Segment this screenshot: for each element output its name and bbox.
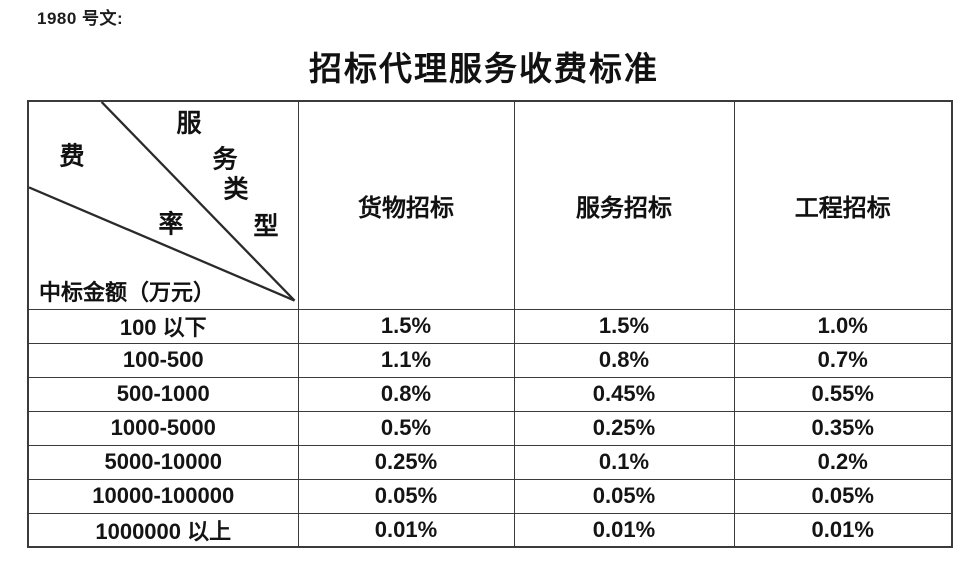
rate-cell: 0.05% xyxy=(513,478,735,514)
column-header-goods: 货物招标 xyxy=(297,100,515,310)
rate-cell: 0.8% xyxy=(297,376,515,412)
doc-ref-label: 1980 号文: xyxy=(37,9,124,28)
rate-cell: 0.05% xyxy=(733,478,953,514)
table-row: 10000-100000 0.05% 0.05% 0.05% xyxy=(27,478,953,514)
rate-cell: 0.1% xyxy=(513,444,735,480)
rate-cell: 0.7% xyxy=(733,342,953,378)
rate-cell: 1.5% xyxy=(513,308,735,344)
rate-cell: 1.5% xyxy=(297,308,515,344)
rate-cell: 0.8% xyxy=(513,342,735,378)
rate-cell: 0.2% xyxy=(733,444,953,480)
table-row: 5000-10000 0.25% 0.1% 0.2% xyxy=(27,444,953,480)
column-header-service: 服务招标 xyxy=(513,100,735,310)
rate-cell: 1.1% xyxy=(297,342,515,378)
column-header-engineering: 工程招标 xyxy=(733,100,953,310)
amount-range-cell: 10000-100000 xyxy=(27,478,299,514)
rate-cell: 0.01% xyxy=(297,512,515,548)
diagonal-line-lower xyxy=(29,186,295,302)
rate-cell: 0.35% xyxy=(733,410,953,446)
table-row: 500-1000 0.8% 0.45% 0.55% xyxy=(27,376,953,412)
corner-label-rate: 率 xyxy=(158,211,184,239)
page-title: 招标代理服务收费标准 xyxy=(309,52,659,88)
amount-range-cell: 1000000 以上 xyxy=(27,512,299,548)
corner-label-service-char-4: 型 xyxy=(253,213,279,241)
rate-cell: 0.01% xyxy=(733,512,953,548)
rate-cell: 0.5% xyxy=(297,410,515,446)
fee-standard-table: 服 务 类 型 费 率 中标金额（万元） 货物招标 服务招标 工程招标 100 … xyxy=(27,100,953,548)
diagonal-line-upper xyxy=(100,102,296,302)
amount-range-cell: 5000-10000 xyxy=(27,444,299,480)
amount-range-cell: 100-500 xyxy=(27,342,299,378)
rate-cell: 0.55% xyxy=(733,376,953,412)
corner-header-cell: 服 务 类 型 费 率 中标金额（万元） xyxy=(27,100,299,310)
diagonal-divider-lines xyxy=(29,102,296,302)
table-row: 100 以下 1.5% 1.5% 1.0% xyxy=(27,308,953,344)
table-row: 1000-5000 0.5% 0.25% 0.35% xyxy=(27,410,953,446)
amount-range-cell: 100 以下 xyxy=(27,308,299,344)
rate-cell: 0.05% xyxy=(297,478,515,514)
corner-label-fee: 费 xyxy=(59,143,85,171)
amount-range-cell: 500-1000 xyxy=(27,376,299,412)
table-row: 100-500 1.1% 0.8% 0.7% xyxy=(27,342,953,378)
corner-label-amount: 中标金额（万元） xyxy=(39,280,216,306)
rate-cell: 0.25% xyxy=(297,444,515,480)
corner-label-service-char-3: 类 xyxy=(223,176,249,204)
header-row: 服 务 类 型 费 率 中标金额（万元） 货物招标 服务招标 工程招标 xyxy=(27,100,953,310)
table-row: 1000000 以上 0.01% 0.01% 0.01% xyxy=(27,512,953,548)
rate-cell: 0.01% xyxy=(513,512,735,548)
rate-cell: 0.25% xyxy=(513,410,735,446)
amount-range-cell: 1000-5000 xyxy=(27,410,299,446)
rate-cell: 0.45% xyxy=(513,376,735,412)
rate-cell: 1.0% xyxy=(733,308,953,344)
corner-label-service-char-1: 服 xyxy=(176,110,202,138)
corner-label-service-char-2: 务 xyxy=(212,146,238,174)
